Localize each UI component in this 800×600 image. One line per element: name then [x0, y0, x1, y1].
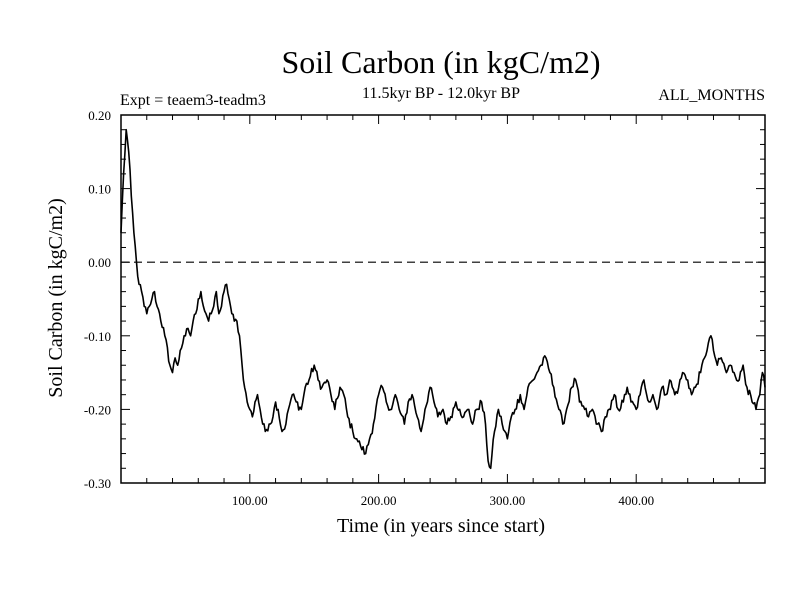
y-tick-label: -0.30 — [84, 476, 111, 491]
chart-title: Soil Carbon (in kgC/m2) — [281, 44, 600, 80]
axis-ticks — [121, 114, 765, 484]
chart-subtitle: 11.5kyr BP - 12.0kyr BP — [362, 85, 520, 102]
x-tick-label: 400.00 — [618, 493, 654, 508]
x-tick-label: 300.00 — [490, 493, 526, 508]
y-tick-label: 0.00 — [88, 255, 111, 270]
x-tick-label: 100.00 — [232, 493, 268, 508]
series-line-teaem3-teadm3 — [120, 128, 766, 470]
months-label: ALL_MONTHS — [658, 87, 765, 104]
plot-frame — [120, 114, 766, 484]
y-tick-label: 0.10 — [88, 182, 111, 197]
y-tick-label: 0.20 — [88, 108, 111, 123]
y-tick-label: -0.10 — [84, 329, 111, 344]
x-axis-label: Time (in years since start) — [337, 515, 545, 537]
x-tick-label: 200.00 — [361, 493, 397, 508]
y-axis-label: Soil Carbon (in kgC/m2) — [45, 198, 67, 397]
axis-tick-labels: 0.20 0.10 0.00 -0.10 -0.20 -0.30 100.00 200.00 3… — [84, 108, 654, 508]
y-tick-label: -0.20 — [84, 402, 111, 417]
experiment-label: Expt = teaem3-teadm3 — [120, 92, 266, 109]
